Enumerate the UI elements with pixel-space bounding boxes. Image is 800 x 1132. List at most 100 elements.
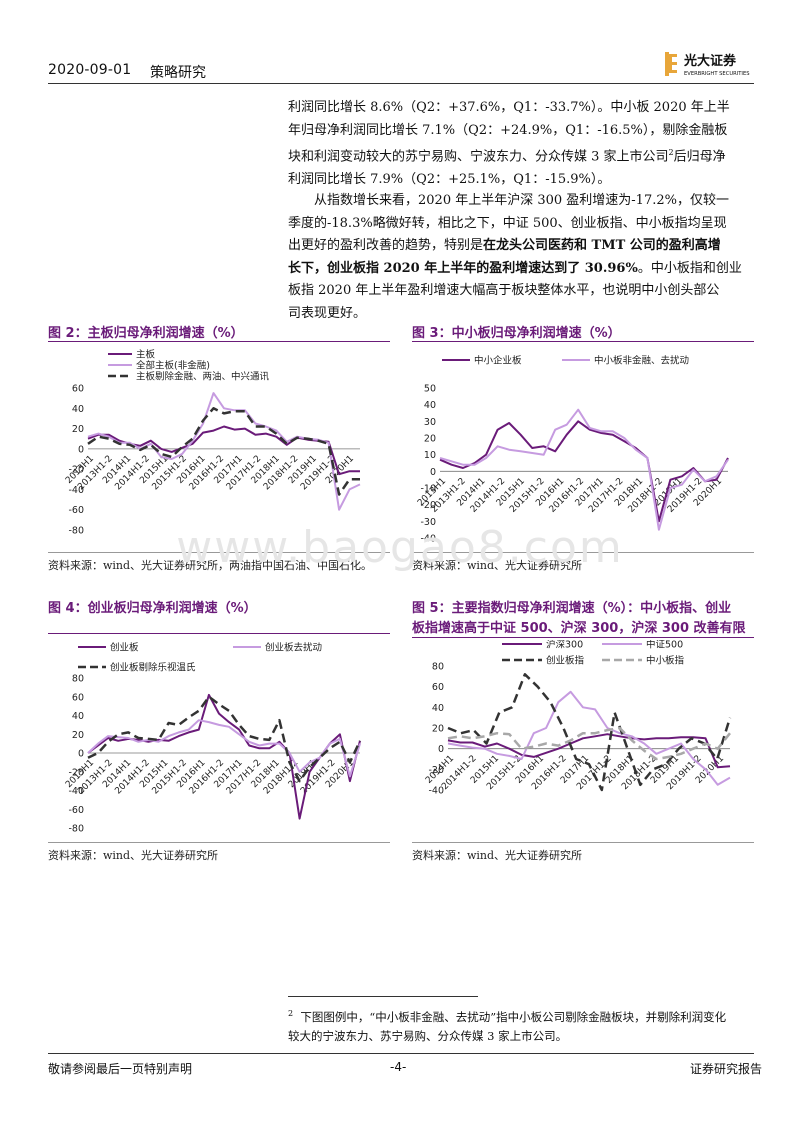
series-line: [447, 673, 732, 792]
y-tick-label: 20: [424, 434, 436, 445]
fig4-chart: 806040200-20-40-60-802013H12013H1-22014H…: [64, 642, 362, 835]
footnote-rule: [288, 996, 478, 997]
p1-text: 后归母净: [673, 149, 726, 165]
y-tick-label: 0: [430, 467, 436, 478]
fig2-chart: 6040200-20-40-60-802013H12013H1-22014H12…: [64, 349, 361, 537]
series-line: [87, 392, 361, 511]
fig3-title: 图 3：中小板归母净利润增速（%）: [412, 326, 621, 341]
logo: 光大证券 EVERBRIGHT SECURITIES: [664, 50, 756, 80]
header-rule: [48, 83, 754, 84]
footnote-ref[interactable]: 2: [668, 148, 674, 157]
y-tick-label: 40: [72, 711, 84, 722]
p2-bold: 长下，创业板指 2020 年上半年的盈利增速达到了 30.96%: [288, 260, 638, 276]
y-tick-label: -10: [420, 484, 436, 495]
y-tick-label: 60: [72, 384, 84, 395]
series-line: [87, 719, 361, 778]
footer-disclaimer: 敬请参阅最后一页特别声明: [48, 1062, 193, 1076]
logo-en: EVERBRIGHT SECURITIES: [684, 71, 750, 77]
p1-line: 块和利润变动较大的苏宁易购、宁波东力、分众传媒 3 家上市公司2后归母净: [288, 142, 754, 169]
y-tick-label: 10: [424, 450, 436, 461]
p1-line: 年归母净利润同比增长 7.1%（Q2：+24.9%，Q1：-16.5%），剔除金…: [288, 122, 728, 138]
footer-rule: [48, 1053, 754, 1054]
report-date: 2020-09-01: [48, 62, 132, 78]
p2-text: 出更好的盈利改善的趋势，特别是: [288, 238, 484, 253]
fig5-title-line1: 图 5：主要指数归母净利润增速（%）：中小板指、创业: [412, 601, 732, 616]
series-line: [447, 733, 731, 769]
legend-label: 创业板剔除乐视温氏: [110, 662, 196, 674]
series-line: [87, 407, 360, 496]
fig5-source: 资料来源：wind、光大证券研究所: [412, 849, 583, 862]
paragraph-1: 利润同比增长 8.6%（Q2：+37.6%，Q1：-33.7%）。中小板 202…: [288, 97, 754, 191]
fig2-rule: [48, 341, 390, 342]
y-tick-label: 80: [72, 674, 84, 685]
fig3-chart: 50403020100-10-20-30-402013H12013H1-2201…: [416, 355, 729, 545]
y-tick-label: -20: [68, 767, 84, 778]
y-tick-label: -40: [428, 786, 444, 797]
y-tick-label: 40: [432, 703, 444, 714]
y-tick-label: 0: [78, 749, 84, 760]
p1-line: 利润同比增长 7.9%（Q2：+25.1%，Q1：-15.9%）。: [288, 171, 611, 187]
fig5-chart: 806040200-20-402014H12014H1-22015H12015H…: [424, 640, 732, 797]
y-tick-label: 40: [72, 404, 84, 415]
y-tick-label: 50: [424, 384, 436, 395]
y-tick-label: 60: [432, 682, 444, 693]
logo-mark-bar: [665, 52, 669, 76]
y-tick-label: 0: [438, 744, 444, 755]
fig5-title-line2: 板指增速高于中证 500、沪深 300，沪深 300 改善有限: [412, 621, 746, 636]
legend-label: 创业板: [110, 642, 139, 654]
footnote-line: 较大的宁波东力、苏宁易购、分众传媒 3 家上市公司。: [288, 1028, 568, 1043]
y-tick-label: -80: [68, 824, 84, 835]
series-line: [439, 420, 729, 523]
footnote-mark: 2: [288, 1009, 294, 1018]
fig2-bottom-rule: [48, 552, 390, 553]
y-tick-label: 20: [72, 424, 84, 435]
legend-label: 中小板非金融、去扰动: [594, 355, 689, 367]
fig4-title: 图 4：创业板归母净利润增速（%）: [48, 601, 257, 616]
fig4-bottom-rule: [48, 842, 390, 843]
y-tick-label: 0: [78, 444, 84, 455]
y-tick-label: -40: [68, 485, 84, 496]
fig3-source: 资料来源：wind、光大证券研究所: [412, 559, 583, 572]
footer-report-type: 证券研究报告: [690, 1062, 763, 1076]
y-tick-label: 40: [424, 400, 436, 411]
y-tick-label: -60: [68, 505, 84, 516]
logo-cn: 光大证券: [683, 53, 737, 69]
p2-bold: 在龙头公司医药和 TMT 公司的盈利高增: [483, 238, 721, 253]
footnote: 2 下图图例中，“中小板非金融、去扰动”指中小板公司剔除金融板块，并剔除利润变化…: [288, 1004, 754, 1046]
fig5-bottom-rule: [412, 842, 754, 843]
y-tick-label: 80: [432, 662, 444, 673]
fig5-rule: [412, 637, 754, 638]
report-section: 策略研究: [150, 65, 206, 81]
fig4-rule: [48, 633, 390, 634]
watermark: www.baogao8.com: [176, 522, 624, 573]
fig2-title: 图 2：主板归母净利润增速（%）: [48, 326, 244, 341]
p2-line: 季度的-18.3%略微好转，相比之下，中证 500、创业板指、中小板指均呈现: [288, 215, 727, 231]
legend-label: 主板: [136, 349, 156, 361]
fig2-source: 资料来源：wind、光大证券研究所，两油指中国石油、中国石化。: [48, 559, 373, 572]
y-tick-label: -40: [68, 786, 84, 797]
p1-line: 利润同比增长 8.6%（Q2：+37.6%，Q1：-33.7%）。中小板 202…: [288, 100, 730, 115]
series-line: [447, 726, 731, 761]
y-tick-label: 30: [424, 417, 436, 428]
y-tick-label: 20: [432, 724, 444, 735]
legend-label: 主板剔除金融、两油、中兴通讯: [136, 371, 270, 383]
y-tick-label: 60: [72, 692, 84, 703]
logo-mark-e: [669, 54, 677, 73]
footnote-line: 2 下图图例中，“中小板非金融、去扰动”指中小板公司剔除金融板块，并剔除利润变化: [288, 1004, 754, 1027]
legend-label: 创业板指: [546, 655, 585, 667]
legend-label: 中小板指: [646, 655, 685, 667]
series-line: [439, 408, 729, 531]
legend-label: 创业板去扰动: [265, 642, 322, 654]
legend-label: 中小企业板: [474, 355, 522, 367]
y-tick-label: -20: [420, 500, 436, 511]
y-tick-label: -40: [420, 534, 436, 545]
p2-text: 。中小板指和创业: [637, 260, 742, 276]
y-tick-label: -60: [68, 805, 84, 816]
p2-line: 从指数增长来看，2020 年上半年沪深 300 盈利增速为-17.2%，仅较一: [314, 193, 729, 208]
y-tick-label: 20: [72, 730, 84, 741]
series-line: [87, 695, 362, 783]
p2-line: 板指 2020 年上半年盈利增速大幅高于板块整体水平，也说明中小创头部公: [288, 283, 720, 298]
y-tick-label: -20: [428, 765, 444, 776]
p1-text: 块和利润变动较大的苏宁易购、宁波东力、分众传媒 3 家上市公司: [288, 149, 669, 165]
p2-line: 长下，创业板指 2020 年上半年的盈利增速达到了 30.96%。中小板指和创业: [288, 258, 754, 281]
